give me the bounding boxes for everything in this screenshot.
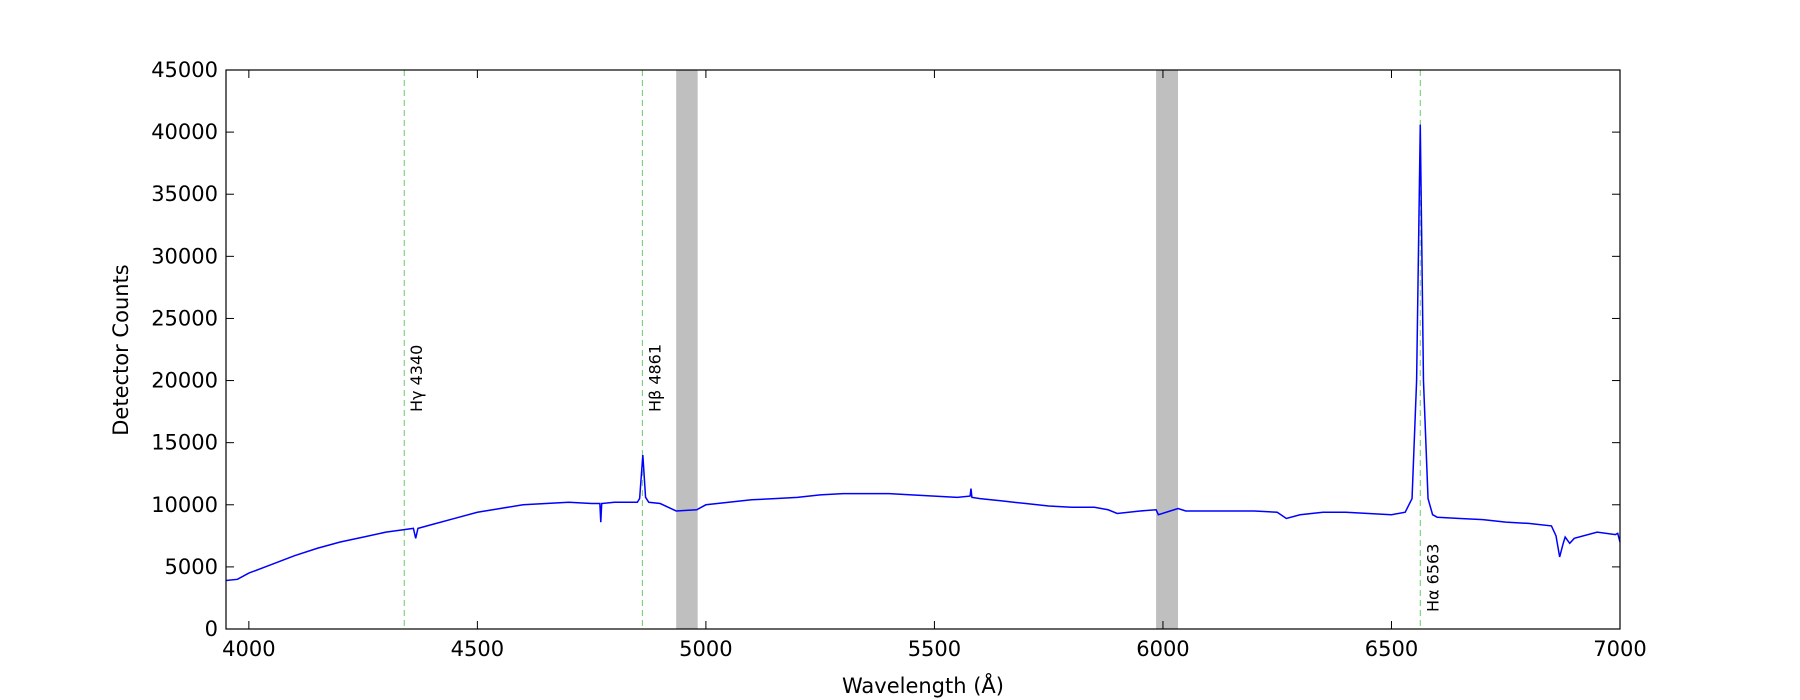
y-tick-label: 20000 bbox=[151, 369, 218, 393]
plot-frame bbox=[225, 69, 1621, 630]
x-tick-label: 5000 bbox=[679, 637, 732, 661]
x-tick-label: 6500 bbox=[1365, 637, 1418, 661]
y-axis-label: Detector Counts bbox=[109, 264, 133, 436]
reference-label: Hγ 4340 bbox=[407, 345, 426, 412]
shaded-region bbox=[676, 70, 698, 629]
y-tick-label: 35000 bbox=[151, 182, 218, 206]
y-tick-label: 30000 bbox=[151, 244, 218, 268]
y-tick-label: 25000 bbox=[151, 306, 218, 330]
shaded-region bbox=[1156, 70, 1179, 629]
y-tick-label: 5000 bbox=[165, 555, 218, 579]
x-tick-label: 6000 bbox=[1136, 637, 1189, 661]
reference-label: Hα 6563 bbox=[1423, 544, 1442, 612]
spectrum-line bbox=[225, 124, 1621, 582]
x-tick-label: 7000 bbox=[1593, 637, 1646, 661]
y-tick-label: 45000 bbox=[151, 58, 218, 82]
x-tick-label: 5500 bbox=[908, 637, 961, 661]
x-tick-label: 4500 bbox=[451, 637, 504, 661]
y-tick-label: 15000 bbox=[151, 431, 218, 455]
x-tick-label: 4000 bbox=[222, 637, 275, 661]
x-axis-label: Wavelength (Å) bbox=[842, 672, 1004, 698]
reference-label: Hβ 4861 bbox=[645, 344, 664, 412]
y-tick-label: 0 bbox=[205, 617, 218, 641]
y-tick-label: 10000 bbox=[151, 493, 218, 517]
y-tick-label: 40000 bbox=[151, 120, 218, 144]
